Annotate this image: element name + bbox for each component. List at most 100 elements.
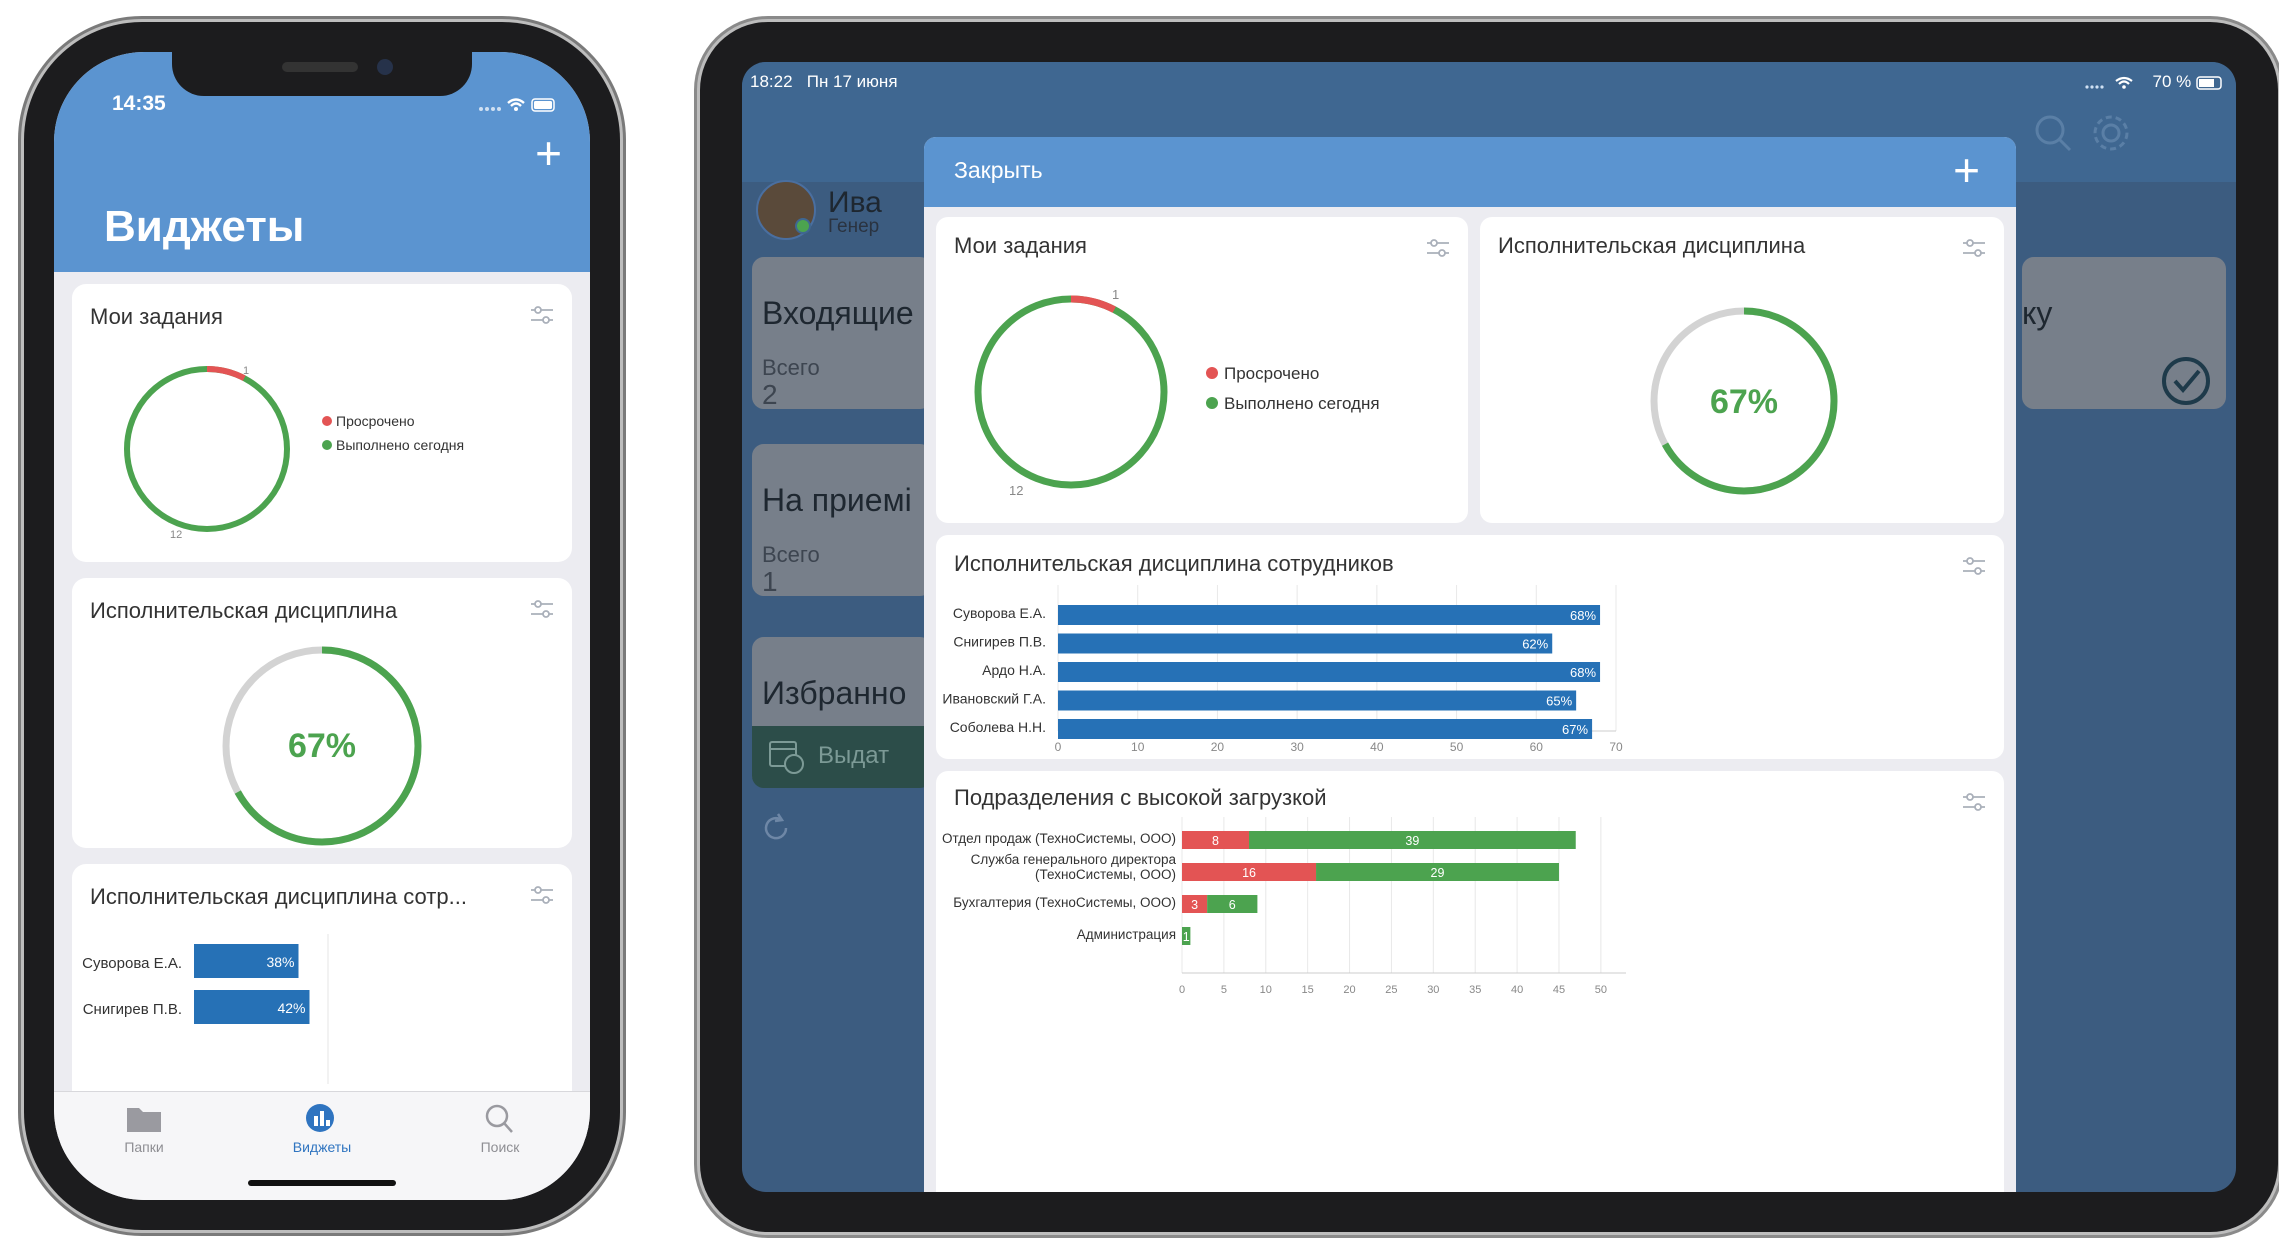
status-icons: [478, 96, 558, 119]
widget-my-tasks[interactable]: Мои задания 1 12 Просрочено Выполнено се…: [72, 284, 572, 562]
legend-overdue: Просрочено: [1206, 359, 1380, 389]
widget-title: Мои задания: [90, 304, 223, 329]
bg-card-title: Входящие: [762, 295, 914, 331]
tab-search[interactable]: Поиск: [420, 1102, 580, 1155]
bar-segment: [1207, 895, 1258, 913]
widget-title: Исполнительская дисциплина: [90, 598, 398, 623]
row-label: Суворова Е.А.: [953, 605, 1046, 621]
bar-segment-label: 29: [1431, 866, 1445, 880]
online-status-dot: [795, 218, 811, 234]
widget-settings-icon[interactable]: [1962, 555, 1986, 577]
page-title: Виджеты: [104, 202, 305, 251]
bg-card-total-label: Всего: [762, 355, 820, 380]
search-icon[interactable]: [2032, 112, 2076, 156]
staff-discipline-chart: 0 10 20 30 40 50 60 70 Суворова Е.А. 68% Снигирев …: [942, 585, 1623, 754]
discipline-gauge: 67%: [222, 646, 422, 846]
bg-card-title: Избранно: [762, 675, 907, 711]
row-label: Ивановский Г.А.: [942, 691, 1046, 707]
bg-card-incoming[interactable]: Входящие Всего 2: [752, 257, 932, 410]
departments-chart: 0 5 10 15 20 25 30 35 40 45 50 Отдел продаж (ТехноС…: [942, 817, 1626, 996]
x-tick-label: 30: [1290, 740, 1304, 754]
x-tick-label: 0: [1055, 740, 1062, 754]
x-tick-label: 30: [1427, 984, 1439, 996]
add-widget-button[interactable]: +: [535, 127, 562, 179]
widget-settings-icon[interactable]: [1962, 237, 1986, 259]
x-tick-label: 35: [1469, 984, 1481, 996]
widget-settings-icon[interactable]: [530, 884, 554, 906]
bar-segment-label: 16: [1242, 866, 1256, 880]
tab-folders[interactable]: Папки: [64, 1102, 224, 1155]
tablet-device: 18:22 Пн 17 июня 70 % Ива Генер Входящие…: [700, 22, 2278, 1232]
bar-segment: [1182, 927, 1191, 945]
x-tick-label: 10: [1260, 984, 1272, 996]
bar: [194, 944, 299, 978]
bg-card-total-label: Всего: [762, 542, 820, 567]
bar-segment-label: 3: [1191, 898, 1198, 912]
x-tick-label: 60: [1530, 740, 1544, 754]
bar-value-label: 38%: [266, 954, 294, 970]
gear-icon[interactable]: [2088, 110, 2134, 156]
widgets-modal: Закрыть + Мои задания 1 12 Просрочено Вы…: [924, 137, 2016, 1192]
bar: [1058, 719, 1593, 739]
widget-my-tasks[interactable]: Мои задания 1 12 Просрочено Выполнено се…: [936, 217, 1468, 523]
x-tick-label: 40: [1370, 740, 1384, 754]
widget-staff-discipline[interactable]: Исполнительская дисциплина сотрудников 0…: [936, 535, 2004, 759]
bg-card-total: 2: [762, 379, 778, 410]
bg-card-reception[interactable]: На приемі Всего 1: [752, 444, 932, 597]
x-tick-label: 45: [1553, 984, 1565, 996]
check-circle-icon: [2162, 357, 2210, 405]
row-label: Суворова Е.А.: [82, 955, 182, 972]
done-count-label: 12: [1009, 483, 1023, 497]
bar-segment: [1182, 895, 1208, 913]
x-tick-label: 10: [1131, 740, 1145, 754]
search-icon: [485, 1104, 513, 1133]
user-name: Ива: [828, 186, 882, 219]
bg-card-title: ку: [2022, 295, 2053, 331]
gauge-percent: 67%: [1710, 383, 1778, 421]
x-tick-label: 20: [1211, 740, 1225, 754]
widget-departments[interactable]: Подразделения с высокой загрузкой 0 5 10 15…: [936, 771, 2004, 1192]
my-tasks-donut: 1 12: [124, 365, 290, 541]
discipline-gauge: 67%: [1650, 307, 1838, 495]
home-indicator: [248, 1180, 396, 1186]
widget-title: Исполнительская дисциплина: [1498, 233, 1806, 258]
bar-value-label: 62%: [1522, 637, 1548, 652]
bg-card-title: На приемі: [762, 482, 912, 518]
widget-settings-icon[interactable]: [1426, 237, 1450, 259]
widget-discipline[interactable]: Исполнительская дисциплина 67%: [1480, 217, 2004, 523]
bg-card-right[interactable]: ку: [2022, 257, 2226, 409]
folder-icon: [127, 1108, 161, 1132]
widget-settings-icon[interactable]: [530, 598, 554, 620]
bar: [194, 990, 310, 1024]
legend-done: Выполнено сегодня: [1206, 389, 1380, 419]
my-tasks-legend: Просрочено Выполнено сегодня: [1206, 359, 1380, 419]
bar: [1058, 690, 1577, 711]
bar-segment: [1182, 863, 1317, 881]
bar-segment-label: 8: [1212, 834, 1219, 848]
issue-button[interactable]: Выдат: [752, 726, 932, 788]
row-label: Отдел продаж (ТехноСистемы, ООО): [942, 831, 1176, 846]
widget-title: Мои задания: [954, 233, 1087, 258]
bar-segment-label: 1: [1183, 930, 1190, 944]
widget-discipline[interactable]: Исполнительская дисциплина 67%: [72, 578, 572, 848]
tablet-screen: 18:22 Пн 17 июня 70 % Ива Генер Входящие…: [742, 62, 2236, 1192]
widget-title: Исполнительская дисциплина сотр...: [90, 884, 467, 909]
x-tick-label: 50: [1450, 740, 1464, 754]
row-label: Соболева Н.Н.: [950, 719, 1046, 735]
x-tick-label: 15: [1302, 984, 1314, 996]
x-tick-label: 70: [1609, 740, 1623, 754]
bar-value-label: 42%: [277, 1000, 305, 1016]
bar-segment-label: 39: [1405, 834, 1419, 848]
widget-settings-icon[interactable]: [530, 304, 554, 326]
status-icons: 70 %: [2084, 72, 2224, 92]
close-button[interactable]: Закрыть: [954, 157, 1043, 183]
add-widget-button[interactable]: +: [1953, 144, 1980, 196]
row-label: Служба генерального директора: [971, 852, 1177, 867]
refresh-icon[interactable]: [760, 812, 792, 844]
tab-bar: Папки Виджеты Поиск: [54, 1091, 590, 1200]
widget-settings-icon[interactable]: [1962, 791, 1986, 813]
bar: [1058, 605, 1601, 625]
tab-widgets[interactable]: Виджеты: [242, 1102, 402, 1155]
x-tick-label: 20: [1343, 984, 1355, 996]
widget-title: Подразделения с высокой загрузкой: [954, 785, 1327, 810]
